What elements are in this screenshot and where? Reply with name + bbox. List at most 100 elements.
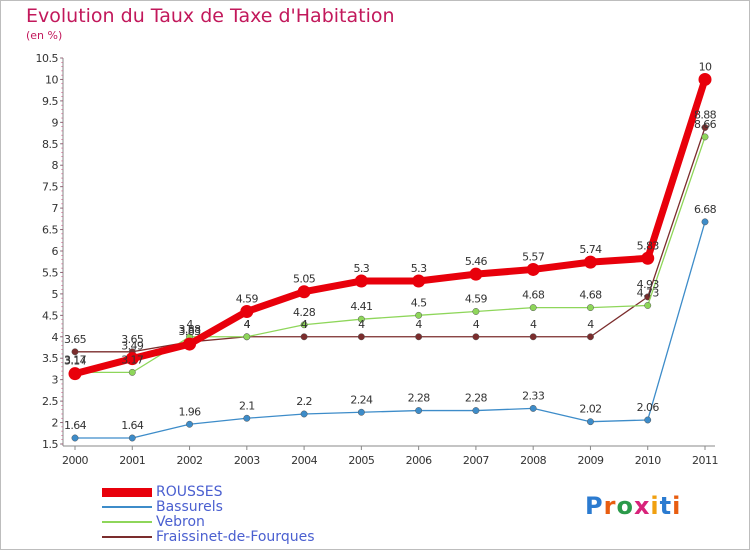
data-point [701,124,709,131]
y-tick-label: 7 [52,202,59,215]
data-point [300,321,308,329]
logo-letter: i [650,492,660,520]
data-point [300,410,308,418]
data-label: 5.3 [411,262,427,275]
data-label: 4 [244,318,251,331]
legend-label: Vebron [156,514,205,530]
data-point [472,333,480,341]
logo-letter: P [585,492,604,520]
data-label: 3.17 [64,353,87,366]
data-label: 2.02 [579,403,601,416]
data-label: 4.59 [236,292,259,305]
data-label: 1.64 [121,419,144,432]
data-point [415,311,423,319]
data-label: 4.93 [637,278,660,291]
y-tick-label: 2 [52,417,59,430]
data-label: 4 [587,318,594,331]
logo-letter: o [616,492,634,520]
x-tick-label: 2010 [635,454,661,467]
data-label: 5.46 [465,255,488,268]
data-label: 3.49 [121,340,144,353]
data-label: 2.28 [465,392,488,405]
data-point [529,333,537,341]
data-label: 5.74 [579,243,602,256]
y-tick-label: 2.5 [42,395,58,408]
legend-swatch [102,536,152,538]
data-label: 3.65 [121,333,144,346]
data-point [641,251,655,265]
logo-letter: r [603,492,617,520]
y-tick-label: 9.5 [42,95,58,108]
data-label: 2.1 [239,399,255,412]
data-point [412,274,426,288]
y-tick-label: 5.5 [42,266,58,279]
x-tick-label: 2011 [692,454,718,467]
chart-series [68,72,712,442]
data-point [583,255,597,269]
data-point [68,367,82,381]
data-label: 4 [358,318,365,331]
series-line-rousses [74,78,709,378]
data-point [587,418,594,426]
data-point [357,315,365,323]
y-tick-label: 8.5 [42,138,58,151]
y-tick-label: 5 [52,288,59,301]
data-point [357,408,365,416]
data-label: 4.5 [411,296,427,309]
data-point [526,262,540,276]
data-label: 2.33 [522,389,545,402]
legend-label: ROUSSES [156,484,223,500]
data-label: 8.88 [694,108,717,121]
data-point [186,420,193,428]
data-label: 2.2 [296,395,312,408]
data-point [472,308,480,315]
data-point [469,267,483,281]
data-point [71,434,79,442]
y-tick-label: 3.5 [42,352,58,365]
y-tick-label: 9 [52,116,59,129]
data-label: 4.73 [637,286,660,299]
data-label: 4 [530,318,537,331]
y-tick-label: 3 [52,374,59,387]
data-label: 3.65 [64,333,87,346]
data-point [243,333,251,341]
data-point [128,368,136,376]
x-tick-label: 2007 [463,454,489,467]
y-tick-label: 10.5 [36,52,59,65]
x-tick-label: 2003 [234,454,260,467]
data-label: 5.3 [354,262,370,275]
data-label: 2.24 [350,393,373,406]
data-point [243,414,251,422]
chart-title: Evolution du Taux de Taxe d'Habitation [26,5,395,27]
data-label: 3.17 [121,353,144,366]
series-line-fraissinet-de-fourques [75,127,706,353]
logo-letter: x [633,492,651,520]
data-point [415,333,423,341]
series-line-bassurels [75,221,706,439]
data-label: 4.28 [293,306,316,319]
y-tick-label: 4 [52,331,59,344]
data-point [125,352,139,366]
y-tick-label: 8 [52,159,59,172]
x-tick-label: 2008 [520,454,546,467]
y-tick-label: 7.5 [42,181,58,194]
x-tick-label: 2004 [291,454,317,467]
data-point [354,274,368,288]
data-point [701,218,709,226]
x-tick-label: 2001 [119,454,145,467]
data-point [644,416,652,424]
logo-letter: i [672,492,682,520]
data-label: 10 [699,60,712,73]
legend-swatch [102,521,152,523]
proxiti-logo: Proxiti [585,492,681,520]
data-label: 3.14 [64,355,87,368]
data-label: 5.83 [637,239,660,252]
data-point [128,434,136,442]
y-tick-label: 1.5 [42,438,58,451]
data-point [529,404,537,412]
legend-swatch [102,506,152,508]
data-label: 3.88 [178,323,201,336]
data-label: 4.41 [350,300,372,313]
